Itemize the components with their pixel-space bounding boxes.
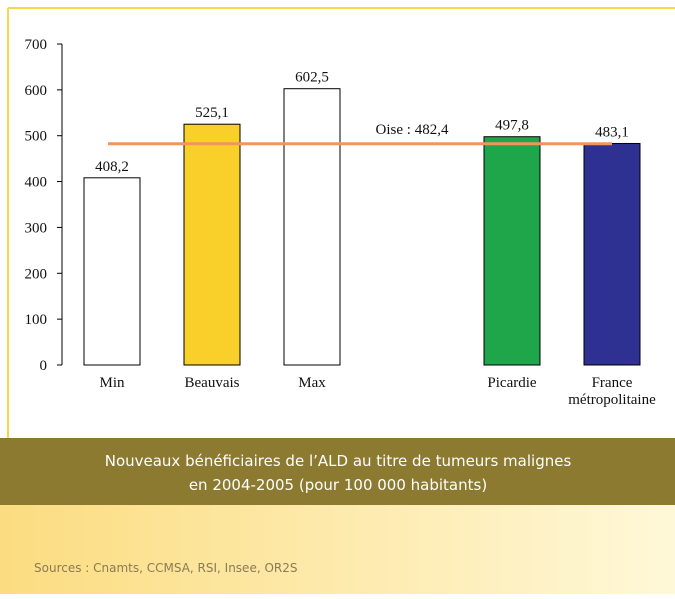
reference-label: Oise : 482,4	[376, 122, 449, 138]
y-tick-label: 400	[25, 175, 48, 191]
bar	[183, 123, 241, 366]
x-tick-label: Beauvais	[185, 375, 240, 391]
y-tick-label: 300	[25, 220, 48, 236]
bar	[83, 177, 141, 366]
x-tick-label: France métropolitaine	[568, 375, 656, 408]
value-label: 602,5	[295, 70, 329, 86]
x-tick-label: Max	[298, 375, 326, 391]
y-tick-label: 700	[25, 37, 48, 53]
bar	[583, 142, 641, 366]
source-band	[0, 505, 675, 594]
bar	[283, 88, 341, 366]
source: Sources : Cnamts, CCMSA, RSI, Insee, OR2…	[34, 561, 298, 575]
x-tick-label: Picardie	[487, 375, 536, 391]
y-tick-label: 200	[25, 266, 48, 282]
y-tick-label: 100	[25, 312, 48, 328]
value-label: 525,1	[195, 105, 229, 121]
value-label: 483,1	[595, 124, 629, 140]
y-tick-label: 500	[25, 129, 48, 145]
chart-title: Nouveaux bénéficiaires de l’ALD au titre…	[105, 452, 572, 470]
y-tick-label: 0	[40, 358, 48, 374]
chart-title: en 2004-2005 (pour 100 000 habitants)	[189, 476, 487, 494]
title-band	[0, 438, 675, 505]
bar	[483, 136, 541, 366]
x-tick-label: Min	[99, 375, 125, 391]
y-tick-label: 600	[25, 83, 48, 99]
value-label: 408,2	[95, 159, 129, 175]
value-label: 497,8	[495, 118, 529, 134]
banner: Nouveaux bénéficiaires de l’ALD au titre…	[0, 438, 675, 594]
